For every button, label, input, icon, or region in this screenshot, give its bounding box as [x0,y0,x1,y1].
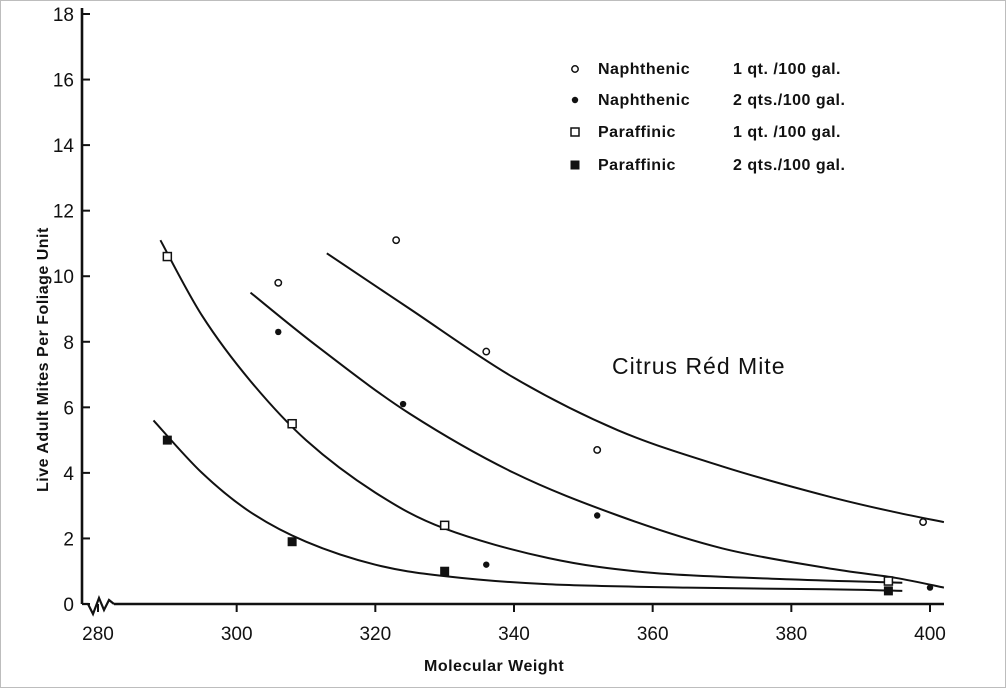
series-1-point [275,328,282,336]
data-points [162,236,934,596]
series-3-point [440,566,450,576]
legend-series-dose-3: 2 qts./100 gal. [733,157,845,174]
legend-series-name-1: Naphthenic [598,92,690,109]
x-tick-label: 340 [498,624,530,645]
series-1-point [399,400,407,408]
series-0-fit-curve [326,252,945,524]
y-tick-label: 18 [53,5,74,26]
series-1-fit-curve [249,291,945,589]
y-tick-label: 10 [53,267,74,288]
legend-series-name-2: Paraffinic [598,124,676,141]
legend-series-name-3: Paraffinic [598,157,676,174]
legend-series-dose-1: 2 qts./100 gal. [733,92,845,109]
legend-marker-1 [571,96,579,104]
y-tick-label: 6 [63,398,74,419]
legend-marker-0 [571,65,579,73]
y-tick-label: 8 [63,333,74,354]
series-1-point [594,512,601,519]
series-2-point [162,251,173,262]
series-2-point [883,576,894,586]
series-2-point [287,418,297,429]
y-tick-label: 2 [63,529,74,550]
series-2-point [439,520,450,531]
legend: Naphthenic 1 qt. /100 gal. Naphthenic 2 qts… [570,61,845,174]
series-0-point [593,445,602,454]
chart-annotation: Citrus Réd Mite [612,353,785,379]
x-tick-label: 360 [637,624,669,645]
series-0-point [274,278,283,287]
legend-marker-2 [570,127,580,137]
y-ticks: 0 2 4 6 8 10 12 14 16 18 [53,5,90,616]
legend-series-dose-0: 1 qt. /100 gal. [733,61,841,78]
series-1-point [483,561,490,568]
series-0-point [392,236,401,245]
y-tick-label: 4 [63,464,74,485]
y-tick-label: 14 [53,136,75,157]
x-axis-title: Molecular Weight [424,658,564,675]
x-tick-label: 380 [775,624,807,645]
series-0-point [919,518,928,527]
x-tick-label: 280 [82,624,114,645]
series-3-point [162,435,172,445]
legend-series-dose-2: 1 qt. /100 gal. [733,124,841,141]
series-3-point [883,586,893,596]
series-3-point [287,537,297,547]
x-tick-label: 300 [221,624,253,645]
y-tick-label: 0 [63,595,74,616]
series-2-fit-curve [159,239,903,584]
series-3-fit-curve [152,419,903,592]
x-tick-label: 400 [914,624,946,645]
y-axis-title: Live Adult Mites Per Foliage Unit [35,227,52,492]
x-ticks: 280 300 320 340 360 380 400 [82,604,946,645]
x-tick-label: 320 [359,624,391,645]
y-tick-label: 12 [53,202,74,223]
series-0-point [482,347,491,356]
y-tick-label: 16 [53,71,74,92]
series-1-point [926,584,934,591]
fit-curves [152,239,945,592]
legend-marker-3 [570,160,580,170]
legend-series-name-0: Naphthenic [598,61,690,78]
